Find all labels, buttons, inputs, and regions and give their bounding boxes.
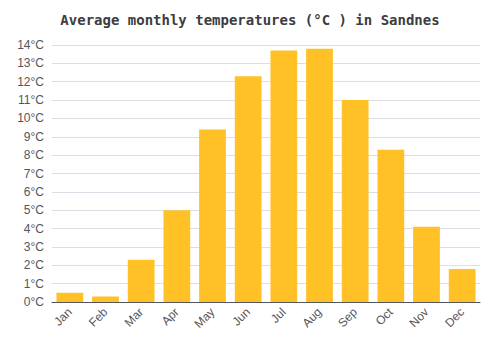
svg-text:7°C: 7°C <box>24 167 44 181</box>
svg-text:Feb: Feb <box>86 305 111 330</box>
svg-text:Average monthly temperatures (: Average monthly temperatures (°C ) in Sa… <box>60 12 439 28</box>
svg-text:3°C: 3°C <box>24 240 44 254</box>
svg-text:Jul: Jul <box>268 305 289 326</box>
svg-text:Jan: Jan <box>51 305 75 329</box>
svg-text:2°C: 2°C <box>24 258 44 272</box>
svg-text:1°C: 1°C <box>24 277 44 291</box>
svg-text:12°C: 12°C <box>17 75 44 89</box>
svg-text:May: May <box>192 305 218 331</box>
svg-text:11°C: 11°C <box>18 93 44 107</box>
svg-text:8°C: 8°C <box>24 148 44 162</box>
svg-text:Aug: Aug <box>299 305 324 330</box>
svg-text:Oct: Oct <box>373 305 397 329</box>
svg-text:6°C: 6°C <box>24 185 44 199</box>
svg-text:4°C: 4°C <box>24 222 44 236</box>
svg-text:Apr: Apr <box>159 305 182 328</box>
svg-text:Mar: Mar <box>122 305 147 329</box>
svg-text:0°C: 0°C <box>24 295 44 309</box>
svg-text:9°C: 9°C <box>24 130 44 144</box>
svg-text:14°C: 14°C <box>17 38 44 52</box>
svg-text:13°C: 13°C <box>17 56 44 70</box>
svg-text:Jun: Jun <box>230 305 254 329</box>
svg-text:Dec: Dec <box>442 305 467 330</box>
svg-text:10°C: 10°C <box>17 111 44 125</box>
svg-text:Nov: Nov <box>406 305 431 330</box>
svg-text:5°C: 5°C <box>24 203 44 217</box>
svg-text:Sep: Sep <box>335 305 360 330</box>
